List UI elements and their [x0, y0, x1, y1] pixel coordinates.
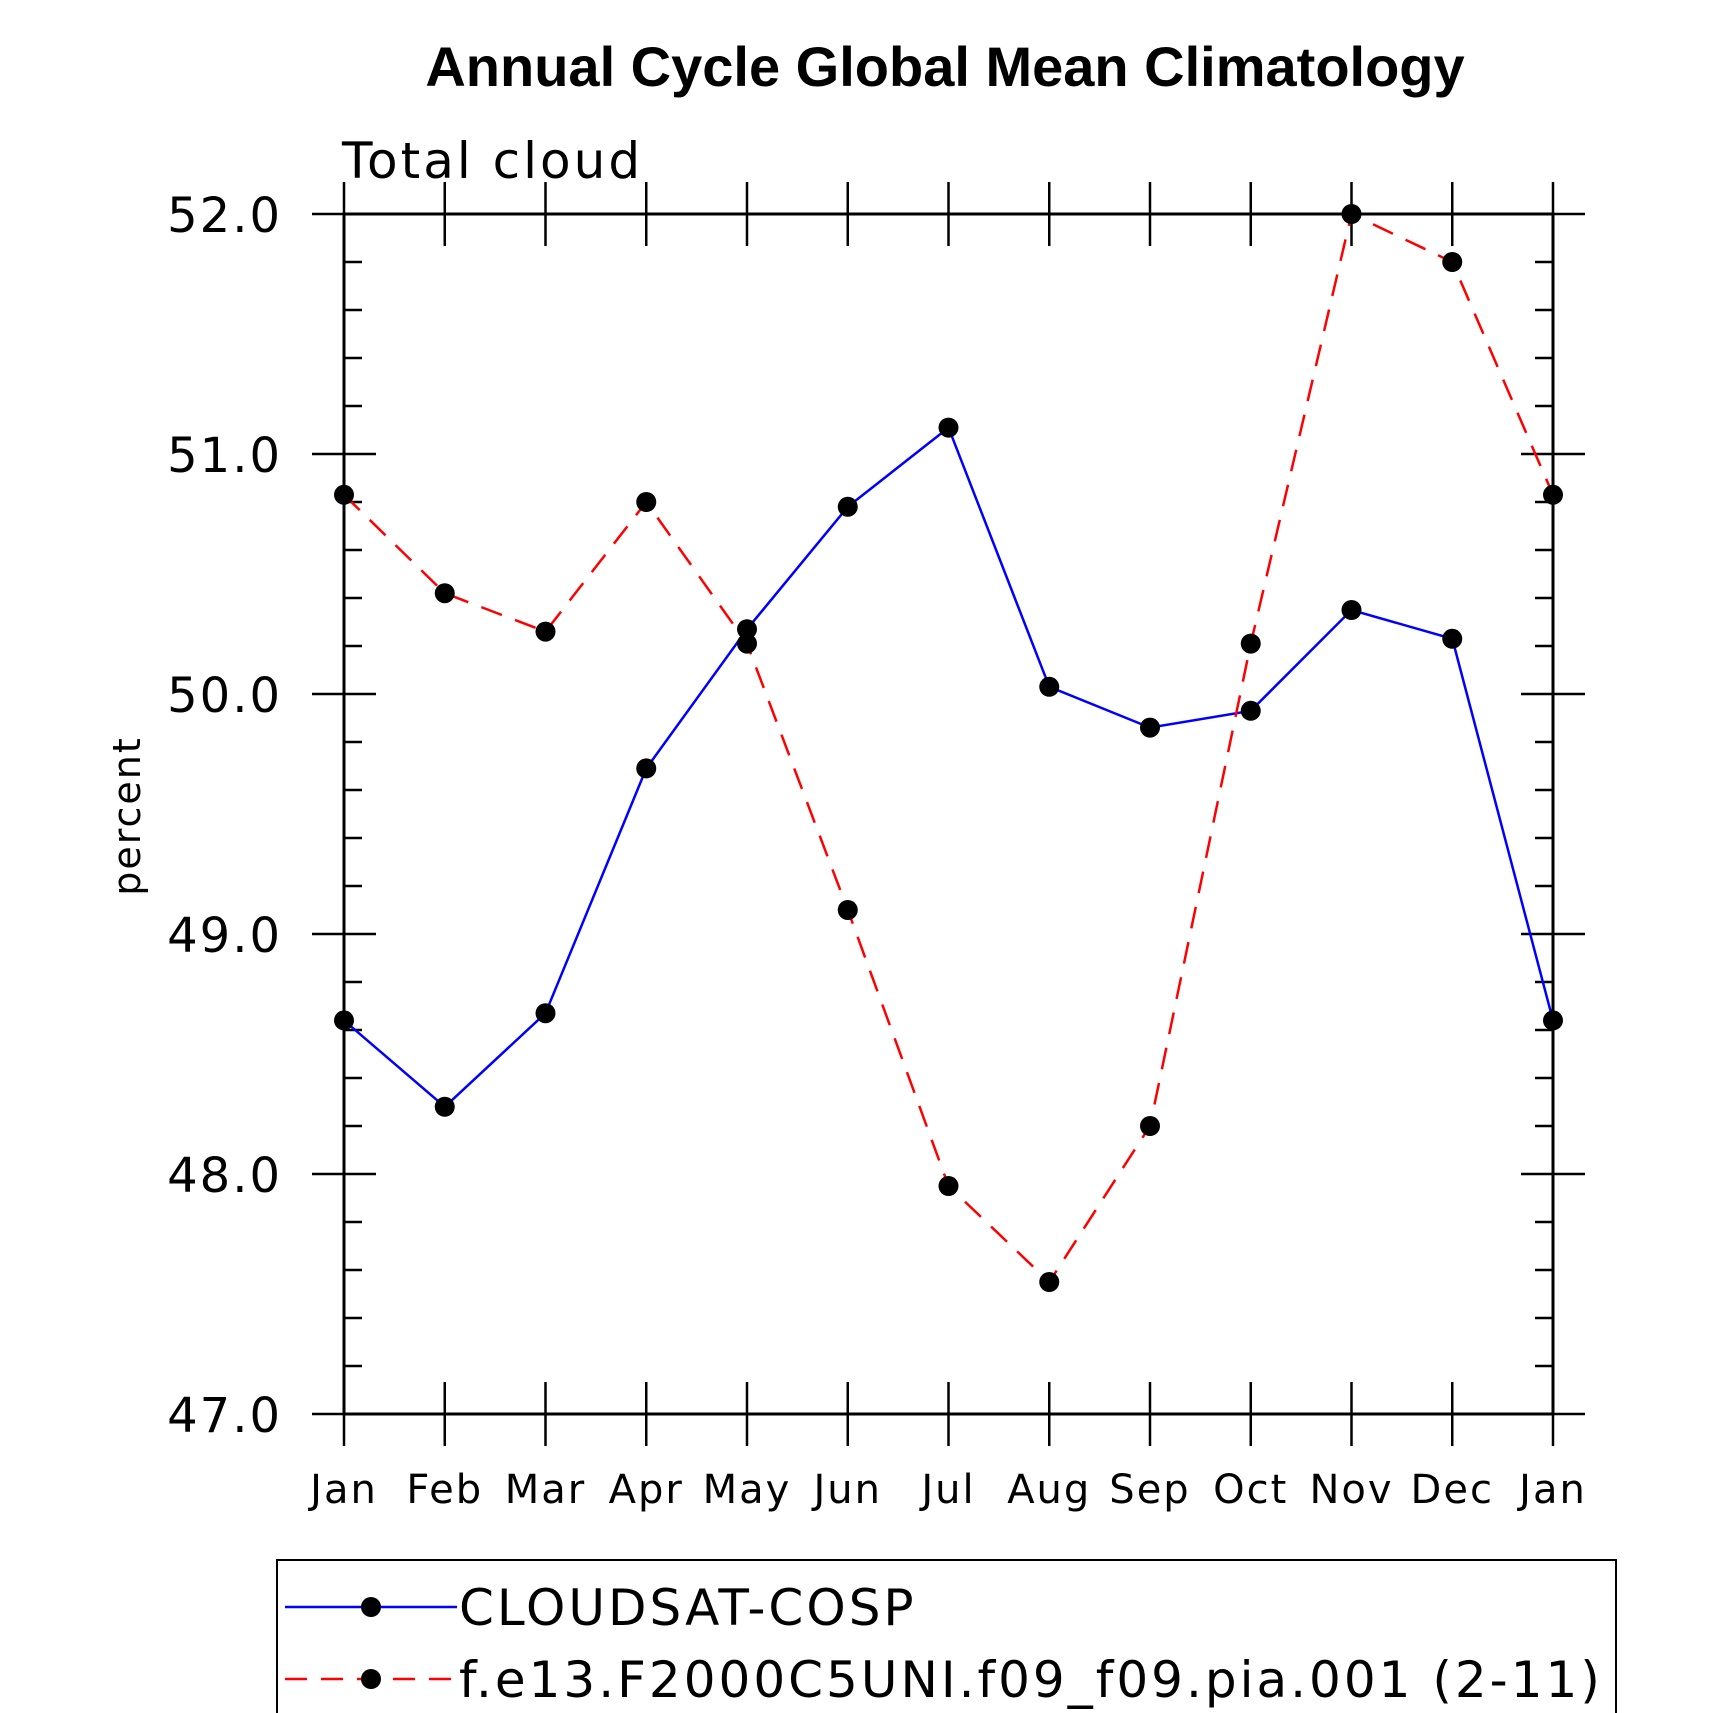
series-line-0 [343, 425, 1555, 1109]
x-tick-label: Jan [1516, 1467, 1587, 1513]
x-tick-label: Jul [918, 1467, 975, 1513]
data-point-s1-3 [636, 492, 657, 512]
data-point-s1-5 [837, 900, 858, 920]
axis-ticks [312, 182, 1585, 1446]
x-tick-label: Mar [505, 1467, 586, 1513]
data-point-s1-2 [535, 621, 556, 642]
legend-label-model: f.e13.F2000C5UNI.f09_f09.pia.001 (2-11) [459, 1651, 1603, 1709]
x-tick-label: Nov [1309, 1467, 1393, 1513]
y-tick-labels: 47.0 48.0 49.0 50.0 51.0 52.0 [167, 188, 282, 1444]
legend-box [276, 1559, 1617, 1713]
x-tick-label: Aug [1007, 1467, 1091, 1513]
data-point-s1-6 [938, 1176, 959, 1196]
x-tick-label: Jun [811, 1467, 883, 1513]
data-point-s1-4 [737, 633, 757, 654]
y-tick-label: 48.0 [167, 1148, 282, 1204]
data-point-s0-0 [334, 1010, 354, 1031]
data-point-s1-10 [1341, 204, 1362, 224]
data-point-s0-9 [1240, 700, 1261, 721]
y-axis-label: percent [105, 736, 149, 896]
data-point-s1-9 [1240, 633, 1261, 654]
x-tick-label: Jan [307, 1467, 378, 1513]
data-series [334, 204, 1563, 1292]
chart-title: Annual Cycle Global Mean Climatology [425, 35, 1464, 98]
x-tick-label: Sep [1109, 1467, 1190, 1513]
data-point-s1-7 [1039, 1272, 1060, 1292]
legend-marker-cloudsat [361, 1597, 381, 1617]
data-point-s1-1 [434, 583, 455, 604]
chart-subtitle: Total cloud [341, 132, 643, 190]
y-tick-label: 50.0 [167, 668, 282, 724]
series-line-1 [343, 212, 1555, 1284]
data-point-s0-5 [837, 496, 858, 517]
x-tick-label: Apr [609, 1467, 684, 1513]
data-point-s0-10 [1341, 600, 1362, 620]
data-point-s0-3 [636, 758, 657, 779]
data-point-s1-11 [1442, 252, 1463, 272]
y-tick-label: 51.0 [167, 428, 282, 484]
y-tick-label: 47.0 [167, 1388, 282, 1444]
data-point-s0-1 [434, 1096, 455, 1117]
data-point-s0-6 [938, 417, 959, 438]
x-tick-labels: Jan Feb Mar Apr May Jun Jul Aug Sep Oct Nov Dec Jan [307, 1467, 1587, 1513]
plot-frame [342, 212, 1555, 1416]
x-tick-label: Feb [406, 1467, 483, 1513]
data-point-s1-12 [1543, 484, 1563, 505]
data-point-s0-8 [1140, 717, 1160, 738]
legend: CLOUDSAT-COSP f.e13.F2000C5UNI.f09_f09.p… [276, 1559, 1617, 1713]
data-point-s0-12 [1543, 1010, 1563, 1031]
legend-marker-model [361, 1669, 381, 1689]
x-tick-label: Oct [1213, 1467, 1288, 1513]
y-tick-label: 49.0 [167, 908, 282, 964]
data-point-s0-2 [535, 1003, 556, 1024]
y-tick-label: 52.0 [167, 188, 282, 244]
data-point-s1-8 [1140, 1116, 1160, 1136]
legend-label-cloudsat: CLOUDSAT-COSP [459, 1579, 917, 1637]
data-point-s0-4 [737, 619, 757, 640]
x-tick-label: Dec [1411, 1467, 1494, 1513]
data-point-s1-0 [334, 484, 354, 505]
data-point-s0-7 [1039, 676, 1060, 697]
data-point-s0-11 [1442, 628, 1463, 649]
x-tick-label: May [703, 1467, 792, 1513]
